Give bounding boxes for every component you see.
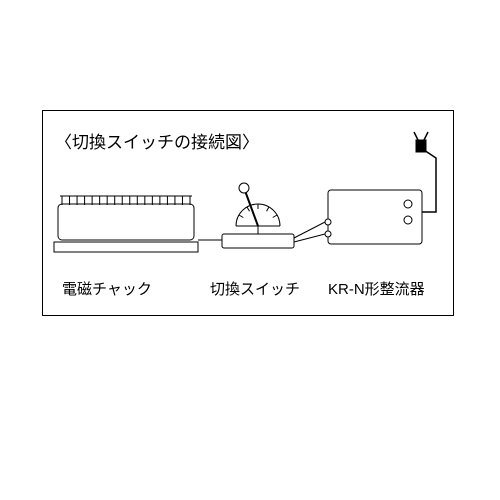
rectifier-icon (325, 190, 422, 244)
diagram-svg (0, 0, 500, 500)
switch-label: 切換スイッチ (210, 278, 300, 299)
switch-icon (222, 183, 294, 248)
chuck-label: 電磁チャック (62, 278, 152, 299)
rectifier-label: KR-N形整流器 (328, 278, 425, 299)
chuck-icon (54, 196, 198, 252)
